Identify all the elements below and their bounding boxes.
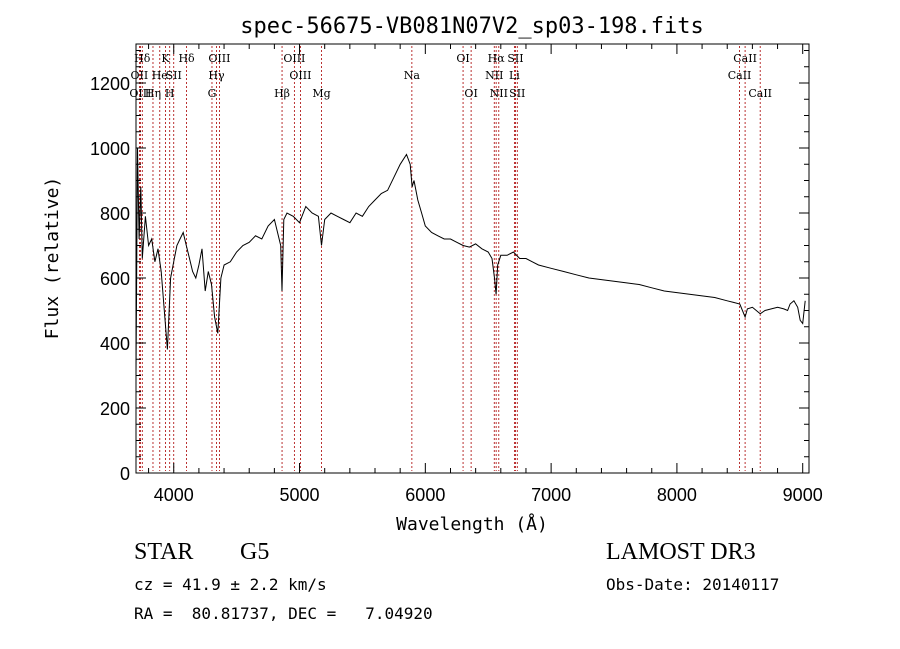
spectral-line-label: OIII bbox=[289, 69, 311, 82]
survey-label: LAMOST DR3 bbox=[606, 539, 756, 565]
spectral-line-label: OIII bbox=[208, 52, 230, 65]
spectral-line-label: CaII bbox=[728, 69, 752, 82]
spectral-line-label: SII bbox=[166, 69, 182, 82]
x-tick-label: 6000 bbox=[405, 485, 445, 505]
spectral-line-label: CaII bbox=[748, 87, 772, 100]
spectral-line-label: Mg bbox=[312, 87, 330, 100]
spectral-line-label: H bbox=[165, 87, 175, 100]
x-axis-ticks: 4000 5000 6000 7000 8000 9000 bbox=[148, 44, 823, 505]
spectral-line-label: Hδ bbox=[134, 52, 151, 65]
spectral-line-label: OIII bbox=[283, 52, 305, 65]
x-tick-label: 5000 bbox=[280, 485, 320, 505]
y-tick-label: 400 bbox=[100, 334, 130, 354]
flux-series-line bbox=[135, 147, 806, 376]
coordinates-readout: RA = 80.81737, DEC = 7.04920 bbox=[134, 604, 433, 623]
spectral-line-label: Hδ bbox=[178, 52, 195, 65]
x-tick-label: 9000 bbox=[783, 485, 823, 505]
spectral-line-label: OIII bbox=[129, 87, 151, 100]
y-tick-label: 0 bbox=[120, 464, 130, 484]
x-tick-label: 7000 bbox=[531, 485, 571, 505]
object-class-label: STAR bbox=[134, 539, 194, 565]
x-axis-label: Wavelength (Å) bbox=[396, 513, 548, 535]
object-subclass-label: G5 bbox=[240, 539, 270, 565]
y-tick-label: 600 bbox=[100, 269, 130, 289]
spectral-line-label: Hα bbox=[488, 52, 506, 65]
spectral-line-label: Na bbox=[404, 69, 421, 82]
spectral-line-label: Hβ bbox=[274, 87, 290, 100]
y-tick-label: 200 bbox=[100, 399, 130, 419]
spectral-line-label: Hη bbox=[145, 87, 161, 100]
spectral-line-label: SII bbox=[509, 87, 525, 100]
spectral-line-label: NII bbox=[490, 87, 508, 100]
observation-date: Obs-Date: 20140117 bbox=[606, 575, 780, 594]
spectral-line-label: OII bbox=[131, 69, 149, 82]
spectral-line-label: G bbox=[208, 87, 217, 100]
y-tick-label: 1000 bbox=[90, 139, 130, 159]
x-tick-label: 8000 bbox=[657, 485, 697, 505]
redshift-readout: cz = 41.9 ± 2.2 km/s bbox=[134, 575, 327, 594]
plot-frame bbox=[135, 43, 810, 474]
y-tick-label: 800 bbox=[100, 204, 130, 224]
y-axis-ticks: 0 200 400 600 800 1000 1200 bbox=[90, 50, 809, 484]
y-axis-label: Flux (relative) bbox=[42, 177, 63, 340]
spectral-line-label: OI bbox=[464, 87, 477, 100]
spectral-line-label: SII bbox=[507, 52, 523, 65]
y-tick-label: 1200 bbox=[90, 74, 130, 94]
spectral-line-label: K bbox=[161, 52, 170, 65]
spectral-line-label: Li bbox=[509, 69, 520, 82]
chart-title: spec-56675-VB081N07V2_sp03-198.fits bbox=[240, 14, 704, 39]
x-tick-label: 4000 bbox=[154, 485, 194, 505]
spectral-line-label: OI bbox=[456, 52, 469, 65]
spectral-line-label: He bbox=[152, 69, 168, 82]
spectral-line-label: Hγ bbox=[208, 69, 225, 82]
spectral-line-label: CaII bbox=[733, 52, 757, 65]
spectral-line-label: NII bbox=[485, 69, 503, 82]
